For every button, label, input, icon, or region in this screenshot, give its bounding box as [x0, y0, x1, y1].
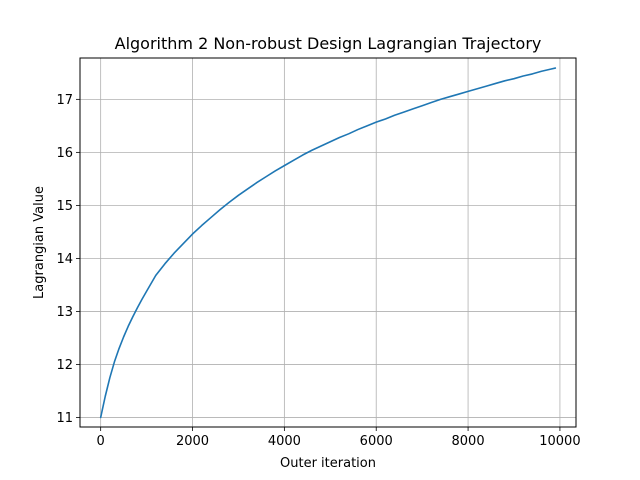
y-tick-label: 15: [56, 199, 73, 214]
y-tick-label: 11: [56, 411, 73, 426]
y-tick-label: 16: [56, 146, 73, 161]
y-tick-label: 14: [56, 252, 73, 267]
x-tick-label: 10000: [539, 434, 580, 449]
x-tick-label: 0: [97, 434, 105, 449]
y-tick-label: 13: [56, 305, 73, 320]
chart-title: Algorithm 2 Non-robust Design Lagrangian…: [115, 34, 542, 53]
x-axis-label: Outer iteration: [280, 456, 376, 471]
x-tick-label: 4000: [268, 434, 301, 449]
x-tick-label: 2000: [176, 434, 209, 449]
ticks: 0 2000 4000 6000 8000 10000 11 12 13 14 15 16 17: [56, 93, 580, 449]
grid: [80, 58, 576, 427]
series-layer: [99, 67, 557, 419]
y-tick-label: 17: [56, 93, 73, 108]
y-axis-label: Lagrangian Value: [32, 186, 47, 299]
y-tick-label: 12: [56, 358, 73, 373]
lagrangian-series-line: [99, 67, 557, 419]
x-tick-label: 8000: [452, 434, 485, 449]
x-tick-label: 6000: [360, 434, 393, 449]
plot-frame: [79, 57, 577, 428]
